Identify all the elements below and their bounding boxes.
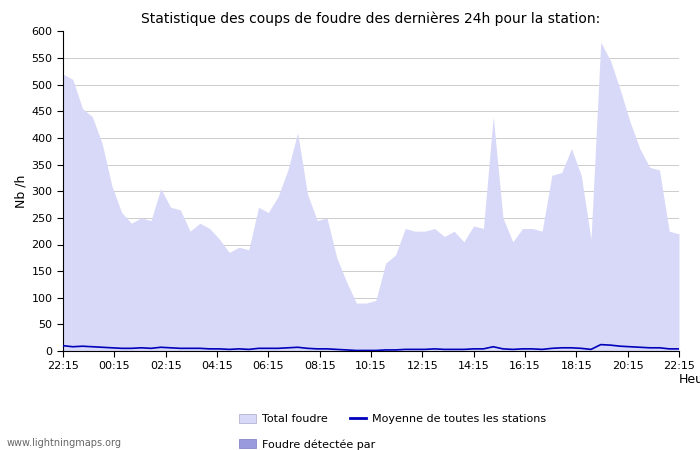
X-axis label: Heure: Heure	[679, 374, 700, 387]
Legend: Foudre détectée par: Foudre détectée par	[235, 435, 379, 450]
Title: Statistique des coups de foudre des dernières 24h pour la station:: Statistique des coups de foudre des dern…	[141, 12, 601, 26]
Y-axis label: Nb /h: Nb /h	[14, 175, 27, 208]
Text: www.lightningmaps.org: www.lightningmaps.org	[7, 438, 122, 448]
